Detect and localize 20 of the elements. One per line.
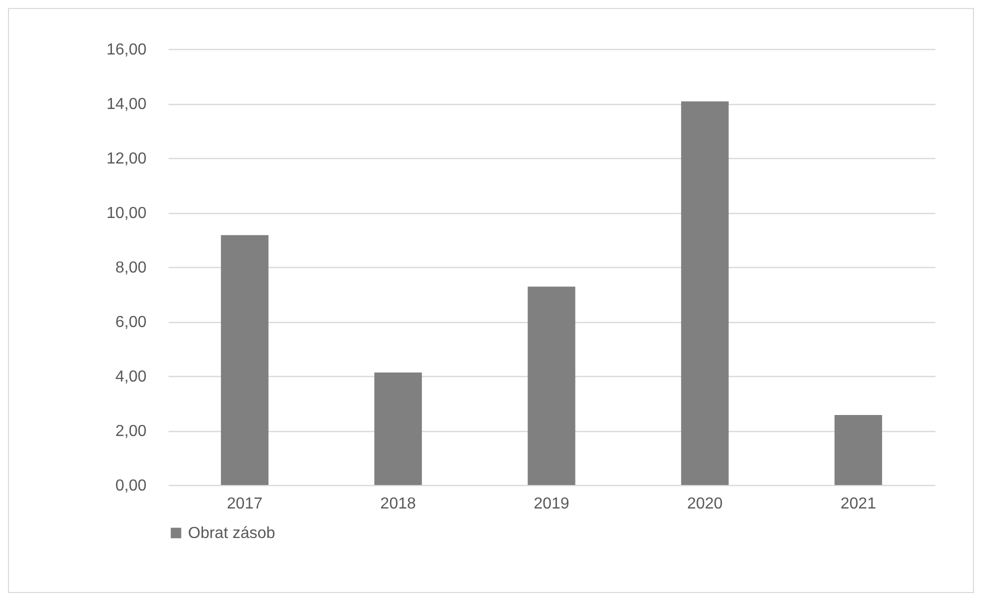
x-tick-label: 2017 xyxy=(226,496,263,512)
y-tick-label: 0,00 xyxy=(115,478,147,494)
bar xyxy=(374,372,422,485)
y-tick-label: 4,00 xyxy=(115,368,147,386)
bar xyxy=(528,286,576,485)
y-tick-label: 14,00 xyxy=(106,96,147,113)
y-tick-label: 6,00 xyxy=(115,314,147,331)
bar xyxy=(681,101,729,485)
x-tick-label: 2021 xyxy=(840,496,876,512)
x-tick-label: 2018 xyxy=(380,496,416,512)
y-tick-label: 12,00 xyxy=(106,150,147,168)
bar xyxy=(834,414,882,485)
y-tick-label: 8,00 xyxy=(115,260,147,276)
y-tick-label: 16,00 xyxy=(106,42,147,58)
x-tick-label: 2020 xyxy=(687,496,723,512)
y-tick-label: 2,00 xyxy=(115,423,147,440)
legend-label: Obrat zásob xyxy=(188,525,276,542)
x-tick-label: 2019 xyxy=(534,496,570,512)
y-tick-label: 10,00 xyxy=(106,205,147,222)
bar xyxy=(220,235,268,485)
